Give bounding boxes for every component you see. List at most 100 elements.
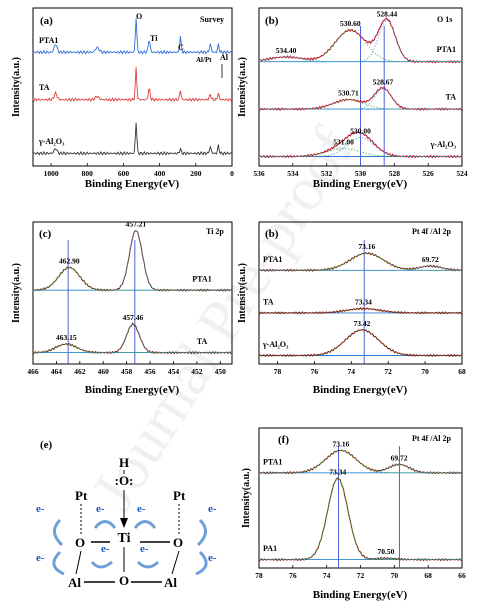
series-label: γ-Al₂O₃ bbox=[262, 340, 289, 349]
electron-labels: e- e- e- e- e- e- e- e- bbox=[36, 503, 217, 564]
series-label: γ-Al₂O₃ bbox=[38, 137, 65, 146]
x-tick-label: 72 bbox=[357, 571, 365, 580]
peak-value-label: 530.60 bbox=[340, 19, 361, 28]
fit-component-line bbox=[259, 137, 462, 157]
arrow-curve bbox=[90, 560, 113, 569]
x-tick-label: 0 bbox=[230, 169, 234, 178]
x-tick-label: 452 bbox=[191, 367, 203, 376]
electron-label: e- bbox=[101, 543, 110, 555]
arrow-curve bbox=[52, 550, 65, 576]
x-tick-label: 200 bbox=[190, 169, 202, 178]
fit-component-line bbox=[259, 88, 462, 110]
x-tick-label: 524 bbox=[456, 169, 468, 178]
peak-value-label: 463.15 bbox=[56, 333, 77, 342]
series-label: TA bbox=[263, 297, 274, 306]
panel-a-xlabel: Binding Energy(eV) bbox=[85, 178, 180, 190]
panel-c-ti2p: (c) Ti 2p 466 464 462 460 458 456 454 452 450 462… bbox=[11, 220, 233, 396]
peak-value-label: 73.34 bbox=[355, 298, 372, 307]
atom-al-left: Al bbox=[68, 575, 81, 590]
x-tick-label: 66 bbox=[458, 571, 466, 580]
x-tick-label: 450 bbox=[215, 367, 227, 376]
series-line bbox=[258, 477, 463, 562]
electron-label: e- bbox=[208, 503, 217, 515]
peak-value-label: 530.71 bbox=[338, 89, 359, 98]
electron-label: e- bbox=[208, 552, 217, 564]
panel-b-xlabel: Binding Energy(eV) bbox=[313, 178, 408, 190]
x-tick-label: 462 bbox=[74, 367, 86, 376]
x-tick-label: 72 bbox=[384, 367, 392, 376]
fit-component-line bbox=[259, 20, 462, 63]
arrow-o-ti bbox=[120, 518, 128, 528]
annot-al: Al bbox=[220, 53, 229, 62]
panel-a-label: (a) bbox=[40, 15, 53, 27]
series-line bbox=[258, 306, 463, 315]
x-tick-label: 74 bbox=[348, 367, 356, 376]
panel-b-pt4f: (b) Pt 4f /Al 2p 78 76 74 72 70 68 73.16 69.72 P… bbox=[237, 221, 466, 396]
x-tick-label: 536 bbox=[253, 169, 265, 178]
series-label: PTA1 bbox=[39, 36, 58, 45]
x-tick-label: 76 bbox=[289, 571, 297, 580]
series-line bbox=[258, 449, 463, 475]
series-line bbox=[32, 67, 233, 103]
series-label: PA1 bbox=[263, 544, 277, 553]
x-tick-label: 78 bbox=[274, 367, 282, 376]
panel-f-ylabel: Intensity(a.u.) bbox=[241, 468, 252, 528]
annot-c: C bbox=[178, 43, 184, 52]
peak-value-label: 534.40 bbox=[276, 46, 297, 55]
series-label: TA bbox=[39, 83, 50, 92]
atom-o-bottom: O bbox=[119, 573, 129, 588]
arrow-curve bbox=[53, 518, 64, 547]
panel-bpt-title: Pt 4f /Al 2p bbox=[412, 227, 451, 236]
panel-f: (f) Pt 4f /Al 2p 78 76 74 72 70 68 66 73.16 69.7… bbox=[241, 427, 466, 601]
peak-value-label: 462.90 bbox=[59, 256, 80, 265]
peak-value-label: 457.21 bbox=[126, 220, 147, 229]
x-tick-label: 454 bbox=[168, 367, 180, 376]
panel-a-ylabel: Intensity(a.u.) bbox=[11, 57, 22, 117]
fit-component-line bbox=[259, 450, 462, 474]
fit-component-line bbox=[259, 265, 462, 271]
fit-component-line bbox=[258, 56, 462, 63]
electron-label: e- bbox=[36, 552, 45, 564]
atom-o-right: O bbox=[173, 535, 183, 550]
arrow-curve bbox=[196, 518, 207, 547]
bond-o-al-left bbox=[75, 550, 82, 575]
x-tick-label: 68 bbox=[424, 571, 432, 580]
panel-b-label: (b) bbox=[265, 15, 279, 27]
fit-component-line bbox=[259, 478, 462, 560]
arrow-curve bbox=[195, 550, 208, 576]
atom-ti: Ti bbox=[118, 531, 131, 546]
panel-e-diagram: (e) H :O: Ti Pt Pt O O O Al Al e- e- e- … bbox=[36, 439, 217, 590]
panel-c-title: Ti 2p bbox=[206, 227, 224, 236]
peak-value-label: 73.16 bbox=[358, 242, 375, 251]
peak-value-label: 73.16 bbox=[332, 439, 349, 448]
annot-alpt: Al/Pt bbox=[196, 56, 212, 64]
panel-a-title: Survey bbox=[200, 15, 224, 24]
fit-component-line bbox=[259, 464, 462, 474]
bond-o-al-right bbox=[171, 550, 180, 575]
arrow-curve bbox=[93, 520, 117, 529]
x-tick-label: 70 bbox=[421, 367, 429, 376]
atom-h: H bbox=[119, 455, 129, 470]
peak-value-label: 531.00 bbox=[333, 138, 354, 147]
peak-value-label: 73.34 bbox=[329, 467, 346, 476]
series-line bbox=[32, 18, 233, 55]
x-tick-label: 70 bbox=[391, 571, 399, 580]
x-tick-label: 456 bbox=[144, 367, 156, 376]
x-tick-label: 528 bbox=[389, 169, 401, 178]
peak-value-label: 69.72 bbox=[391, 453, 408, 462]
atom-o-left: O bbox=[75, 535, 85, 550]
x-tick-label: 78 bbox=[255, 571, 263, 580]
fit-component-line bbox=[259, 557, 462, 560]
x-tick-label: 464 bbox=[51, 367, 63, 376]
panel-bpt-label: (b) bbox=[265, 228, 279, 240]
peak-value-label: 69.72 bbox=[422, 255, 439, 264]
x-tick-label: 530 bbox=[355, 169, 367, 178]
panel-f-title: Pt 4f /Al 2p bbox=[412, 434, 451, 443]
electron-label: e- bbox=[140, 543, 149, 555]
panel-bpt-xlabel: Binding Energy(eV) bbox=[313, 384, 408, 396]
atom-pt-left: Pt bbox=[75, 488, 88, 503]
peak-value-label: 457.46 bbox=[123, 313, 144, 322]
electron-label: e- bbox=[36, 503, 45, 515]
fit-component-line bbox=[33, 267, 232, 291]
x-tick-label: 526 bbox=[423, 169, 435, 178]
